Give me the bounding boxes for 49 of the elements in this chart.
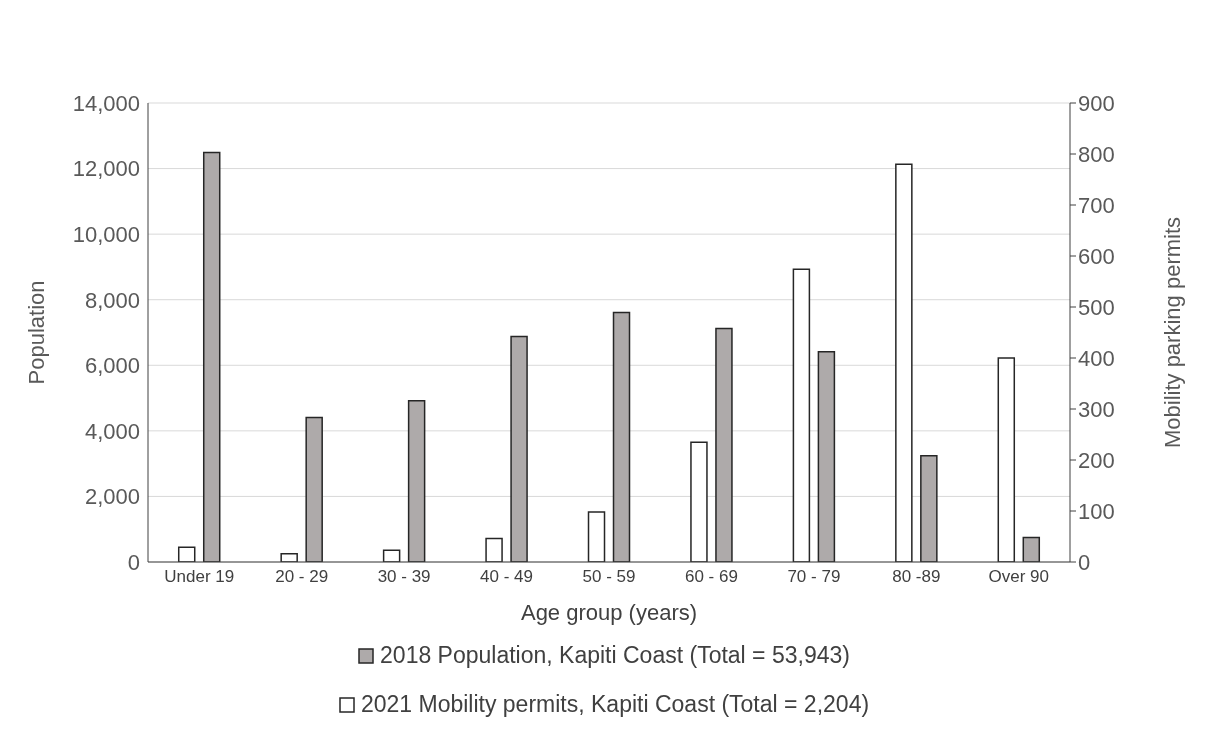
y2-tick-label: 200: [1078, 447, 1115, 473]
y2-tick-label: 300: [1078, 396, 1115, 422]
x-tick-label: 30 - 39: [377, 567, 431, 587]
bar: [997, 357, 1016, 562]
x-tick-label: 50 - 59: [582, 567, 636, 587]
bar: [612, 311, 631, 562]
y-tick-label: 8,000: [84, 287, 140, 313]
y-tick-label: 0: [127, 549, 140, 575]
bar: [280, 553, 298, 562]
x-tick-label: Over 90: [988, 567, 1050, 587]
x-tick-label: 60 - 69: [684, 567, 738, 587]
bar: [920, 455, 938, 562]
x-tick-label: Under 19: [164, 567, 235, 587]
bar: [485, 537, 503, 562]
x-axis-title: Age group (years): [520, 600, 698, 625]
y-tick-label: 10,000: [72, 221, 140, 247]
x-tick-label: 70 - 79: [787, 567, 841, 587]
bar: [895, 163, 913, 562]
x-tick-label: 20 - 29: [275, 567, 329, 587]
y2-tick-label: 600: [1078, 243, 1115, 269]
y2-tick-label: 400: [1078, 345, 1115, 371]
y2-axis-title: Mobility parking permits: [1159, 216, 1185, 449]
y2-tick-label: 800: [1078, 141, 1115, 167]
x-tick-label: 80 -89: [892, 567, 941, 587]
y-tick-label: 2,000: [84, 484, 140, 510]
legend-label: 2021 Mobility permits, Kapiti Coast (Total = 2,204): [360, 691, 870, 718]
bar: [715, 327, 733, 562]
y-tick-label: 12,000: [72, 156, 140, 182]
y-tick-label: 4,000: [84, 418, 140, 444]
legend-label: 2018 Population, Kapiti Coast (Total = 53,943): [380, 642, 850, 669]
y-tick-label: 6,000: [84, 353, 140, 379]
y2-tick-label: 100: [1078, 498, 1115, 524]
y-tick-label: 14,000: [72, 90, 140, 116]
bar: [587, 511, 606, 562]
y2-tick-label: 700: [1078, 192, 1115, 218]
y-axis-title: Population: [23, 280, 49, 385]
x-tick-label: 40 - 49: [480, 567, 534, 587]
bar: [407, 399, 426, 562]
bar: [792, 268, 811, 562]
bar: [305, 416, 323, 562]
bar: [817, 351, 836, 562]
bar: [690, 441, 708, 562]
y2-tick-label: 500: [1078, 294, 1115, 320]
y2-tick-label: 900: [1078, 90, 1115, 116]
y2-tick-label: 0: [1078, 549, 1091, 575]
bar: [177, 546, 196, 562]
bar: [510, 335, 528, 562]
bar: [202, 151, 221, 562]
bar: [1022, 536, 1041, 562]
